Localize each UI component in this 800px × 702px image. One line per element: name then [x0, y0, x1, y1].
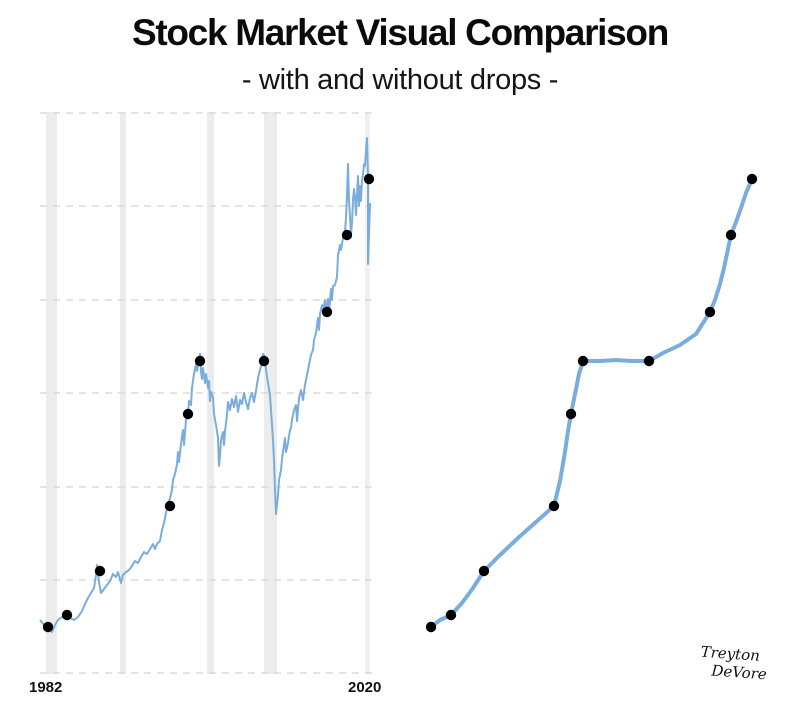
gridlines	[40, 112, 372, 674]
markers-with-drops	[42, 173, 375, 633]
chart-subtitle: - with and without drops -	[241, 64, 559, 96]
market-line-with-drops	[39, 137, 371, 633]
chart-title: Stock Market Visual Comparison	[131, 12, 669, 53]
x-axis-label-end: 2020	[348, 679, 382, 696]
market-line-without-drops	[429, 177, 754, 629]
markers-without-drops	[425, 173, 758, 633]
x-axis-label-start: 1982	[29, 679, 63, 696]
author-signature: Treyton DeVore	[699, 643, 769, 684]
